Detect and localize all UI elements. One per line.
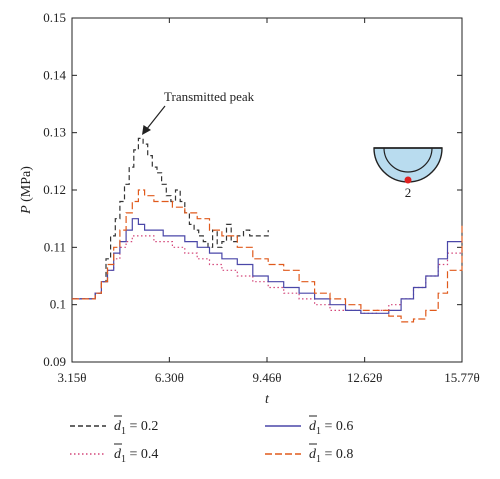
y-axis-unit: (MPa) xyxy=(19,166,34,206)
series-line-d1-0.8 xyxy=(72,189,463,323)
x-tick-label: 6.30θ xyxy=(155,370,184,385)
inset-point-label: 2 xyxy=(405,185,412,200)
legend-subscript: 1 xyxy=(316,426,321,437)
inset-sensor-point xyxy=(404,176,412,184)
y-tick-label: 0.11 xyxy=(44,239,66,254)
series-line-d1-0.2 xyxy=(72,137,269,300)
legend-value: 0.2 xyxy=(141,419,159,434)
y-tick-label: 0.14 xyxy=(43,67,66,82)
y-tick-label: 0.15 xyxy=(43,10,66,25)
legend-value: 0.4 xyxy=(141,447,159,462)
y-axis-symbol: P xyxy=(19,205,34,215)
legend-symbol: d xyxy=(114,447,122,462)
legend-subscript: 1 xyxy=(121,454,126,465)
legend-subscript: 1 xyxy=(316,454,321,465)
legend-equals: = xyxy=(126,419,141,434)
legend-equals: = xyxy=(321,419,336,434)
series-lines xyxy=(72,137,463,323)
annotation-arrow xyxy=(142,105,166,135)
y-axis-ticks: 0.09 0.1 0.11 0.12 0.13 0.14 0.15 xyxy=(43,10,462,369)
series-line-d1-0.6 xyxy=(72,218,462,314)
legend-label-d1-0.8: d1 = 0.8 xyxy=(309,447,353,465)
x-tick-label: 12.62θ xyxy=(347,370,382,385)
legend-value: 0.6 xyxy=(336,419,354,434)
legend-label-d1-0.2: d1 = 0.2 xyxy=(114,419,158,437)
legend-label-d1-0.4: d1 = 0.4 xyxy=(114,447,158,465)
legend-subscript: 1 xyxy=(121,426,126,437)
x-tick-label: 3.15θ xyxy=(58,370,87,385)
x-tick-label: 15.77θ xyxy=(444,370,479,385)
legend-symbol: d xyxy=(114,419,122,434)
legend-equals: = xyxy=(126,447,141,462)
legend-symbol: d xyxy=(309,447,317,462)
y-tick-label: 0.12 xyxy=(43,182,66,197)
pipe-inset: 2 xyxy=(373,147,443,200)
inset-inner-arc xyxy=(383,147,433,173)
legend-equals: = xyxy=(321,447,336,462)
y-tick-label: 0.1 xyxy=(50,297,66,312)
legend-value: 0.8 xyxy=(336,447,354,462)
annotation-text: Transmitted peak xyxy=(164,89,255,104)
x-tick-label: 9.46θ xyxy=(253,370,282,385)
series-line-d1-0.4 xyxy=(72,235,463,314)
x-axis-label: t xyxy=(265,392,270,407)
y-axis-label: P (MPa) xyxy=(19,166,34,215)
legend-symbol: d xyxy=(309,419,317,434)
legend: d1 = 0.2 d1 = 0.6d1 = 0.4 d1 = 0.8 xyxy=(70,415,353,465)
y-tick-label: 0.09 xyxy=(43,354,66,369)
legend-label-d1-0.6: d1 = 0.6 xyxy=(309,419,353,437)
plot-frame xyxy=(71,17,463,363)
plot-area xyxy=(71,17,463,363)
y-tick-label: 0.13 xyxy=(43,125,66,140)
x-axis-ticks: 3.15θ 6.30θ 9.46θ 12.62θ 15.77θ xyxy=(58,18,480,385)
